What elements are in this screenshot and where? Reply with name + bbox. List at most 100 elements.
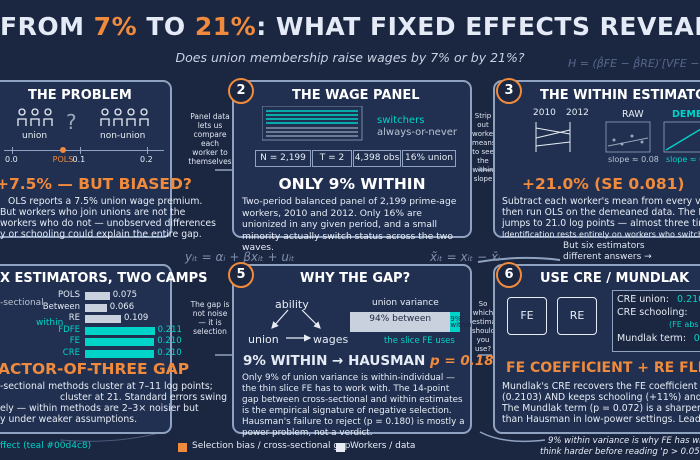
text-line: Identification rests entirely on workers… <box>502 230 700 239</box>
variance-title: union variance <box>372 298 439 308</box>
variance-segment: 9% within <box>450 312 472 332</box>
text-line: Mundlak's CRE recovers the FE coefficien… <box>502 381 700 392</box>
text-line: But workers who join unions are not the <box>0 207 186 218</box>
legend-label: ffect (teal #00d4c8) <box>0 441 92 451</box>
stat-box: 16% union <box>402 150 456 167</box>
bar <box>85 315 121 323</box>
headline: +21.0% (SE 0.081) <box>522 175 685 193</box>
dag-node: ability <box>275 298 309 311</box>
connector-note: The gap is not noise — it is selection <box>190 300 230 336</box>
panel <box>0 80 172 238</box>
stat-box: T = 2 <box>312 150 352 167</box>
dag-node: union <box>248 333 279 346</box>
subtitle: Does union membership raise wages by 7% … <box>175 50 525 65</box>
result-value: (FE abs <box>669 320 699 329</box>
text-line: (0.2103) AND keeps schooling (+11%) and … <box>502 392 700 403</box>
bar <box>85 303 107 312</box>
plot-label: DEMEA <box>672 109 700 120</box>
camp-label: within <box>36 318 64 328</box>
text-line: cluster at 21. Standard errors swing <box>60 392 227 403</box>
result-label: CRE union: <box>617 294 669 305</box>
teaser: different answers → <box>563 252 652 262</box>
panel-lines <box>262 106 363 141</box>
year-label: 2012 <box>566 108 589 118</box>
marker <box>59 147 66 153</box>
panel <box>232 264 472 434</box>
variance-label: 94% between <box>369 314 432 324</box>
tick-label: 0.2 <box>140 155 153 164</box>
panel-header: WHY THE GAP? <box>300 271 411 286</box>
panel-header: THE WITHIN ESTIMATOR <box>540 88 700 103</box>
title-part: FROM <box>0 12 94 41</box>
legend-swatch <box>178 443 187 452</box>
estimator-label: FE <box>69 336 80 346</box>
bar <box>85 326 155 335</box>
slope-label: slope ≈ 0.21 <box>666 155 700 164</box>
results-box <box>612 290 700 352</box>
method-box: FE <box>507 297 547 335</box>
footer-note: think harder before reading 'p > 0.05' a <box>540 447 700 457</box>
step-number: 6 <box>496 262 522 288</box>
text-line: ely — within methods are 2–3× noisier bu… <box>0 403 199 414</box>
estimator-bars: POLS 0.075 Between 0.066 RE 0.109 FDFE 0.211 FE 0… <box>0 290 182 360</box>
text-line: -sectional methods cluster at 7–11 log p… <box>0 381 213 392</box>
panel-header: USE CRE / MUNDLAK <box>540 271 690 286</box>
method-box: RE <box>557 297 597 335</box>
tick-label: 0.0 <box>5 155 18 164</box>
panel <box>493 80 700 238</box>
title-part: 21% <box>194 12 257 41</box>
title-part: TO <box>137 12 195 41</box>
result-value: 0.2103 ✓ <box>677 294 700 305</box>
connector-note: Panel data lets us compare each worker t… <box>188 112 232 166</box>
title: FROM 7% TO 21%: WHAT FIXED EFFECTS REVEA… <box>0 12 700 41</box>
tick-mark <box>79 147 81 154</box>
step-number: 5 <box>228 262 254 288</box>
result-label: CRE schooling: <box>617 307 688 318</box>
dag-arrows <box>271 309 321 342</box>
value-label: 0.211 <box>157 324 182 335</box>
estimator-label: FDFE <box>58 324 80 335</box>
icon-label: non-union <box>100 131 146 141</box>
bar <box>85 338 155 346</box>
value-label: 0.066 <box>109 301 135 312</box>
text-line: workers who do not — unobserved differen… <box>0 218 216 229</box>
slope-label: slope ≈ 0.08 <box>608 155 659 164</box>
headline-part: 9% WITHIN → HAUSMAN <box>243 353 430 369</box>
result-value: 0.07 <box>693 333 700 344</box>
variance-label: 9% within <box>450 315 471 329</box>
formula: yᵢₜ = αᵢ + βxᵢₜ + uᵢₜ <box>185 250 295 264</box>
camp-label: -sectional <box>0 298 44 308</box>
text-line: OLS reports a 7.5% union wage premium. <box>8 196 203 207</box>
variance-segment: 94% between <box>350 312 451 332</box>
connector-lines <box>215 169 492 356</box>
legend-label: Workers / data <box>350 441 416 451</box>
people-icons <box>17 108 149 126</box>
connector-note: So which estimator should you use? <box>472 300 506 353</box>
estimator-label: RE <box>68 313 80 323</box>
teaser: But six estimators <box>563 241 645 251</box>
number-line: 0.0 0.1 0.2 POLS <box>0 146 170 168</box>
text-line: than Hausman in low-power settings. Lead… <box>502 414 700 425</box>
headline: ACTOR-OF-THREE GAP <box>0 360 190 378</box>
step-number: 3 <box>496 78 522 104</box>
headline: +7.5% — BUT BIASED? <box>0 175 192 193</box>
headline: FE COEFFICIENT + RE FLEXIBI <box>506 360 700 376</box>
headline: 9% WITHIN → HAUSMAN p = 0.180 <box>243 353 503 369</box>
connector-note: Strip out worker means to see the within… <box>472 112 496 183</box>
title-part: 7% <box>93 12 138 41</box>
bar <box>85 292 110 300</box>
slice-note: the slice FE uses <box>384 336 455 346</box>
value-label: 0.210 <box>157 336 182 346</box>
title-part: : WHAT FIXED EFFECTS REVEAL <box>256 12 700 41</box>
text-line: Subtract each worker's mean from every v… <box>502 196 700 207</box>
panel-header: THE PROBLEM <box>28 88 132 103</box>
legend-swatch <box>336 443 345 452</box>
legend-label: Selection bias / cross-sectional gap <box>192 441 351 451</box>
panel-header: X ESTIMATORS, TWO CAMPS <box>0 271 208 286</box>
stat-box: 4,398 obs <box>353 150 401 167</box>
body-text: Only 9% of union variance is within-indi… <box>242 373 465 438</box>
headline: ONLY 9% WITHIN <box>278 175 426 193</box>
value-label: 0.075 <box>112 290 138 300</box>
